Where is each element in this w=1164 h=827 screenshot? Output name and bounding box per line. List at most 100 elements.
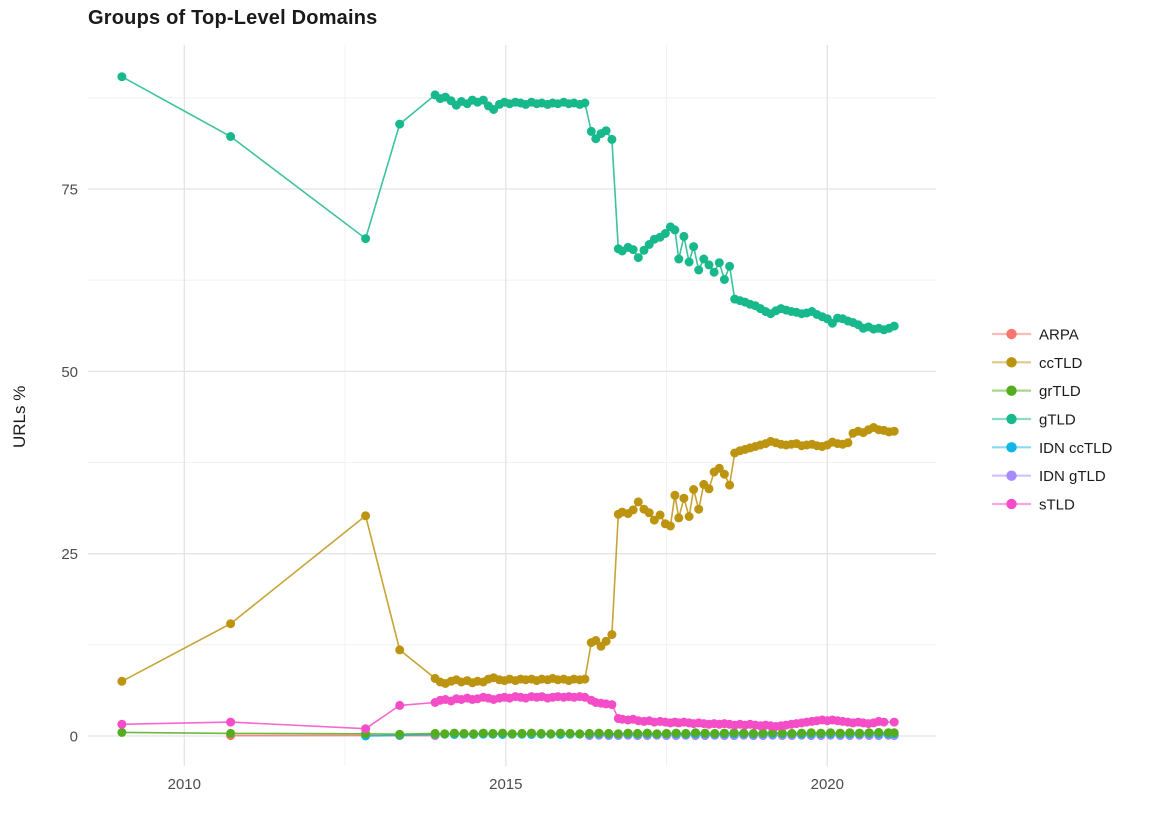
data-point — [691, 728, 700, 738]
data-point — [584, 728, 594, 738]
data-point — [719, 469, 729, 479]
data-point — [469, 729, 479, 739]
data-point — [719, 275, 729, 284]
data-point — [361, 724, 371, 734]
data-point — [489, 105, 499, 114]
data-point — [679, 493, 689, 503]
data-point — [117, 727, 127, 737]
data-point — [546, 729, 556, 739]
legend-key-dot — [1006, 442, 1017, 453]
data-point — [704, 260, 714, 270]
data-point — [714, 463, 724, 473]
data-point — [591, 636, 601, 645]
series-grtld — [117, 727, 899, 739]
data-point — [395, 729, 405, 739]
data-point — [797, 728, 807, 738]
data-point — [758, 728, 768, 738]
data-point — [816, 728, 826, 738]
legend-item-cctld: ccTLD — [992, 355, 1083, 372]
data-point — [729, 728, 739, 738]
data-point — [835, 728, 845, 738]
legend-key-dot — [1006, 328, 1017, 340]
data-point — [604, 728, 614, 738]
x-tick-label: 2020 — [811, 776, 844, 793]
data-point — [777, 728, 787, 738]
data-point — [689, 485, 699, 494]
data-point — [681, 728, 691, 738]
data-point — [117, 676, 127, 686]
data-point — [806, 728, 816, 738]
data-point — [642, 728, 652, 738]
data-point — [628, 505, 638, 515]
data-point — [699, 254, 709, 264]
data-point — [226, 728, 236, 738]
data-point — [845, 728, 855, 738]
y-tick-label: 50 — [61, 364, 78, 381]
series-stld — [117, 692, 899, 734]
data-point — [117, 72, 127, 82]
legend-item-idn-gtld: IDN gTLD — [992, 468, 1106, 485]
data-point — [395, 119, 405, 129]
x-axis-tick-labels: 2010 2015 2020 — [168, 776, 844, 793]
legend-key-dot — [1006, 470, 1017, 481]
data-point — [689, 242, 699, 252]
data-point — [662, 728, 671, 738]
data-point — [874, 727, 884, 737]
data-point — [889, 717, 899, 727]
legend-item-idn-cctld: IDN ccTLD — [992, 440, 1113, 457]
series-cctld — [117, 423, 899, 688]
legend-key-dot — [1006, 357, 1017, 368]
data-point — [855, 728, 864, 738]
data-point — [748, 728, 758, 738]
data-point — [674, 254, 684, 264]
data-point — [607, 700, 617, 710]
data-point — [395, 645, 405, 655]
data-point — [864, 728, 874, 738]
data-point — [644, 508, 654, 518]
data-point — [725, 261, 735, 271]
x-tick-label: 2015 — [489, 776, 522, 793]
data-point — [601, 636, 611, 646]
legend-item-label: sTLD — [1039, 496, 1075, 513]
data-point — [440, 729, 450, 739]
data-point — [652, 729, 662, 739]
data-point — [594, 728, 604, 738]
data-point — [430, 728, 440, 738]
data-point — [613, 729, 623, 739]
data-point — [633, 728, 643, 738]
data-point — [655, 510, 665, 520]
data-point — [671, 728, 681, 738]
data-point — [565, 728, 575, 738]
series-line-gtld — [121, 75, 895, 331]
chart-title: Groups of Top-Level Domains — [88, 7, 378, 29]
data-point — [607, 134, 617, 144]
data-point — [889, 728, 899, 738]
data-point — [725, 480, 735, 490]
legend-key-dot — [1006, 498, 1017, 510]
data-point — [633, 497, 643, 507]
data-point — [889, 321, 899, 331]
data-point — [709, 267, 719, 277]
data-point — [649, 515, 659, 525]
data-point — [459, 728, 469, 738]
data-point — [536, 728, 546, 738]
data-point — [226, 619, 236, 629]
data-point — [787, 728, 797, 738]
data-point — [889, 426, 899, 436]
data-point — [449, 728, 459, 738]
data-point — [633, 253, 643, 263]
data-point — [879, 717, 889, 727]
y-tick-label: 75 — [61, 182, 78, 199]
data-point — [670, 490, 680, 500]
legend-item-label: grTLD — [1039, 383, 1081, 400]
legend-item-label: IDN gTLD — [1039, 468, 1106, 485]
data-point — [679, 231, 689, 241]
data-point — [843, 438, 853, 448]
legend-item-grtld: grTLD — [992, 383, 1081, 400]
y-axis-tick-labels: 0 25 50 75 — [61, 182, 78, 746]
data-point — [517, 728, 527, 738]
legend-item-label: ccTLD — [1039, 355, 1083, 372]
legend-item-gtld: gTLD — [992, 411, 1076, 428]
